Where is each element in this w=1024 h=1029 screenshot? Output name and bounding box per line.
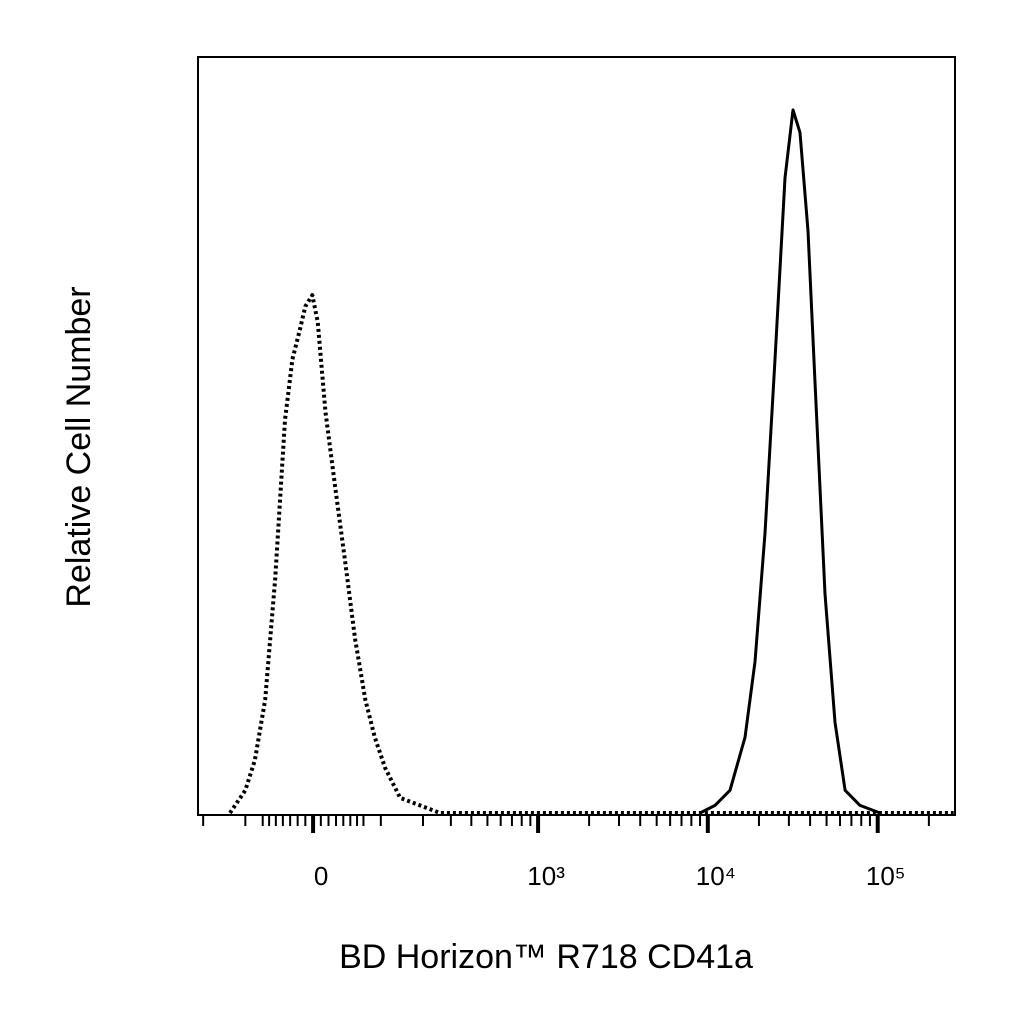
x-tick-label: 10⁵	[866, 861, 906, 891]
x-tick-label: 10⁴	[696, 861, 736, 891]
plot-frame	[197, 56, 956, 816]
histogram-line	[228, 293, 954, 815]
y-axis-label: Relative Cell Number	[60, 286, 98, 607]
x-tick-label: 0	[314, 861, 328, 891]
x-tick-label: 10³	[527, 861, 565, 891]
x-axis-label: BD Horizon™ R718 CD41a	[339, 938, 753, 976]
histogram-line	[699, 108, 881, 815]
